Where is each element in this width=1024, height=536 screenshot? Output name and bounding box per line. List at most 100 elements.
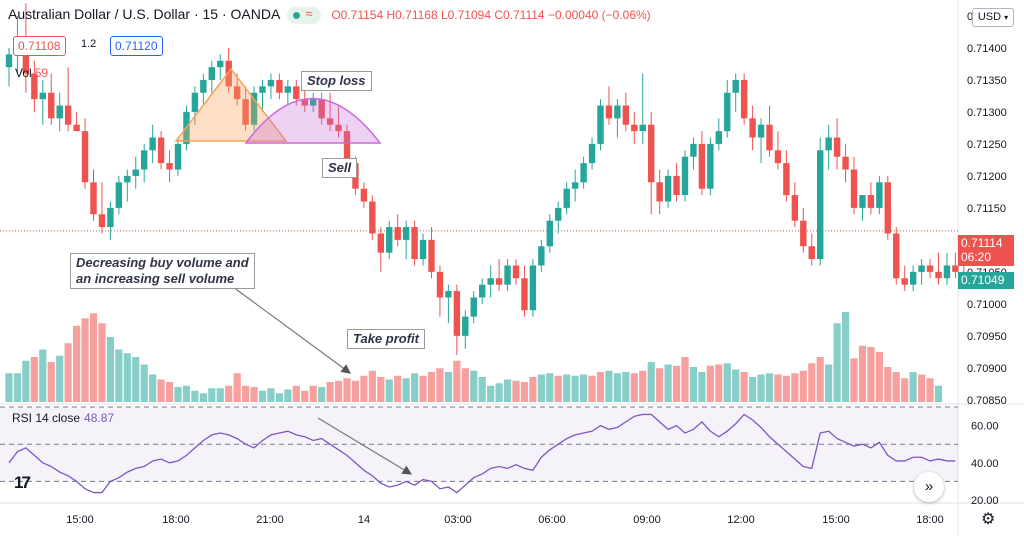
candle [166, 150, 173, 183]
candle [90, 169, 97, 221]
volume-bars [5, 312, 943, 402]
volume-bar [284, 389, 292, 402]
candle-body [335, 124, 342, 132]
candle-body [791, 195, 799, 221]
volume-bar [740, 372, 748, 402]
go-to-realtime-icon[interactable]: » [914, 472, 944, 502]
candle-body [656, 182, 663, 202]
candle-body [605, 105, 613, 119]
volume-bar [850, 358, 858, 402]
candle-body [310, 99, 317, 106]
candle [360, 182, 368, 208]
candle-body [673, 175, 680, 196]
volume-bar [630, 373, 638, 402]
volume-bar [98, 323, 106, 402]
volume-bar [546, 373, 554, 402]
tradingview-logo-icon[interactable]: 17 [14, 473, 31, 492]
currency-selector[interactable]: USD ▾ [972, 8, 1014, 27]
take-profit-note[interactable]: Take profit [347, 329, 425, 349]
time-tick-label: 03:00 [444, 514, 472, 526]
candle [605, 86, 613, 125]
market-status-chip[interactable]: ≈ [287, 6, 322, 24]
volume-bar [385, 379, 393, 402]
candle-body [639, 124, 646, 132]
candle-body [360, 188, 368, 202]
candle [394, 214, 401, 247]
volume-value: 59 [34, 66, 49, 80]
candle [149, 124, 156, 164]
volume-bar [723, 363, 731, 402]
candle-body [487, 278, 494, 285]
candle-body [149, 137, 156, 151]
volume-bar [563, 374, 571, 402]
chart-header: Australian Dollar / U.S. Dollar · 15 · O… [8, 6, 651, 24]
candle-body [157, 137, 165, 164]
time-tick-label: 15:00 [66, 514, 94, 526]
candle-body [529, 265, 537, 311]
spread-value: 1.2 [81, 38, 97, 50]
candle-body [115, 182, 123, 208]
volume-bar [529, 377, 537, 402]
candle-body [648, 124, 655, 183]
candle [952, 252, 959, 279]
candle [926, 259, 934, 279]
volume-bar [453, 360, 461, 402]
candle-body [90, 182, 97, 215]
candle [124, 169, 131, 202]
candle [732, 73, 739, 112]
candle-body [326, 118, 334, 125]
candle [563, 182, 570, 215]
volume-bar [470, 370, 478, 402]
candle [588, 137, 596, 170]
volume-bar [833, 323, 841, 402]
price-tick-label: 0.71400 [967, 43, 1007, 55]
volume-bar [402, 378, 410, 402]
candle [943, 252, 951, 285]
sell-note[interactable]: Sell [322, 158, 358, 178]
time-tick-label: 06:00 [538, 514, 566, 526]
candle [250, 86, 258, 132]
buy-price-button[interactable]: 0.71120 [110, 36, 163, 56]
candle-body [774, 150, 782, 164]
gear-icon[interactable]: ⚙ [981, 511, 996, 528]
candle-body [597, 105, 604, 144]
candle [48, 73, 55, 125]
candle [529, 259, 537, 317]
candle [310, 92, 317, 112]
volume-bar [411, 373, 419, 402]
candle-body [909, 271, 917, 285]
candle [867, 182, 875, 215]
volume-bar [326, 382, 334, 402]
volume-bar [749, 377, 757, 402]
stop-loss-note[interactable]: Stop loss [301, 71, 372, 91]
volume-note-arrow [232, 286, 351, 374]
price-tick-label: 0.71250 [967, 139, 1007, 151]
volume-bar [56, 355, 64, 402]
candle [555, 201, 562, 234]
volume-bar [875, 352, 883, 402]
symbol-title[interactable]: Australian Dollar / U.S. Dollar · 15 · O… [8, 6, 280, 22]
candle [64, 67, 72, 132]
volume-note-line1: Decreasing buy volume and [76, 255, 249, 270]
volume-bar [918, 374, 926, 402]
candle-body [538, 246, 545, 266]
candle [386, 220, 393, 260]
candle-body [800, 220, 807, 247]
candle-body [419, 239, 427, 260]
volume-bar [377, 377, 385, 402]
candle-body [217, 60, 224, 68]
sell-price-button[interactable]: 0.71108 [13, 36, 66, 56]
candle [648, 111, 655, 215]
candle [377, 227, 384, 272]
volume-bar [622, 372, 630, 402]
volume-bar [647, 362, 655, 402]
rsi-legend: RSI 14 close 48.87 [12, 411, 114, 425]
candle [808, 233, 815, 266]
bar-countdown: 06:20 [961, 250, 992, 264]
volume-note[interactable]: Decreasing buy volume and an increasing … [70, 253, 255, 289]
candle-body [918, 265, 925, 272]
volume-bar [22, 360, 30, 402]
price-tick-label: 0.71300 [967, 107, 1007, 119]
candle-body [402, 227, 410, 240]
